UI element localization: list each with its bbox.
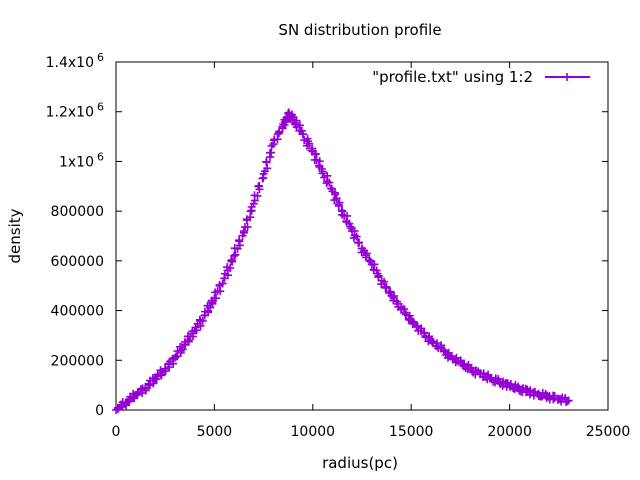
data-point — [253, 191, 262, 200]
data-point — [405, 311, 414, 320]
legend: "profile.txt" using 1:2 — [372, 68, 590, 86]
legend-marker-sample — [563, 73, 571, 81]
legend-entry-label: "profile.txt" using 1:2 — [372, 68, 533, 86]
data-point — [239, 227, 248, 236]
data-point — [144, 381, 153, 390]
x-tick-label: 0 — [112, 424, 121, 440]
y-tick-label: 800000 — [51, 204, 104, 220]
data-point — [178, 345, 187, 354]
x-axis-label: radius(pc) — [322, 454, 398, 472]
x-tick-label: 15000 — [389, 424, 434, 440]
data-point — [246, 207, 255, 216]
data-point — [235, 237, 244, 246]
data-point — [460, 359, 469, 368]
data-point — [380, 277, 389, 286]
x-tick-label: 5000 — [197, 424, 233, 440]
chart-title: SN distribution profile — [278, 21, 441, 39]
data-point — [125, 397, 134, 406]
data-point — [267, 141, 276, 150]
data-point — [184, 337, 193, 346]
data-series — [112, 108, 573, 414]
data-point — [262, 158, 271, 167]
data-point — [226, 264, 235, 273]
data-point — [307, 146, 316, 155]
y-tick-label: 0 — [95, 403, 104, 419]
data-point — [467, 363, 476, 372]
data-point — [172, 352, 181, 361]
data-point — [230, 251, 239, 260]
data-point — [325, 178, 334, 187]
data-point — [439, 346, 448, 355]
data-point — [400, 308, 409, 317]
data-point — [218, 279, 227, 288]
data-point — [311, 149, 320, 158]
x-tick-label: 10000 — [291, 424, 336, 440]
data-point — [381, 283, 390, 292]
data-point — [266, 148, 275, 157]
data-point — [207, 298, 216, 307]
data-point — [280, 117, 289, 126]
data-point — [227, 256, 236, 265]
y-tick-label: 200000 — [51, 353, 104, 369]
data-point — [161, 364, 170, 373]
y-tick-label: 400000 — [51, 304, 104, 320]
data-point — [305, 139, 314, 148]
y-tick-label: 1x10 6 — [59, 150, 104, 170]
y-axis-label: density — [6, 208, 24, 263]
data-point — [299, 130, 308, 139]
data-point — [401, 310, 410, 319]
data-point — [386, 287, 395, 296]
data-point — [334, 200, 343, 209]
data-point — [255, 181, 264, 190]
data-point — [331, 190, 340, 199]
data-point — [113, 405, 122, 414]
data-point — [354, 238, 363, 247]
data-point — [352, 232, 361, 241]
data-point — [362, 251, 371, 260]
data-point — [198, 316, 207, 325]
data-point — [412, 321, 421, 330]
y-tick-label: 1.4x10 6 — [46, 51, 104, 71]
data-point — [425, 332, 434, 341]
plot-frame — [115, 61, 609, 411]
data-point — [393, 297, 402, 306]
data-point — [346, 222, 355, 231]
data-point — [318, 169, 327, 178]
data-point — [409, 317, 418, 326]
axis-ticks: 0 5000 10000 15000 20000 25000 0 200000 400000 60… — [46, 51, 631, 440]
data-point — [420, 329, 429, 338]
x-tick-label: 25000 — [586, 424, 631, 440]
data-point — [152, 374, 161, 383]
data-point — [332, 194, 341, 203]
data-point — [564, 396, 573, 405]
y-tick-label: 600000 — [51, 254, 104, 270]
data-point — [243, 223, 252, 232]
data-point — [141, 384, 150, 393]
x-tick-label: 20000 — [487, 424, 532, 440]
data-point — [212, 294, 221, 303]
y-tick-label: 1.2x10 6 — [46, 101, 104, 121]
